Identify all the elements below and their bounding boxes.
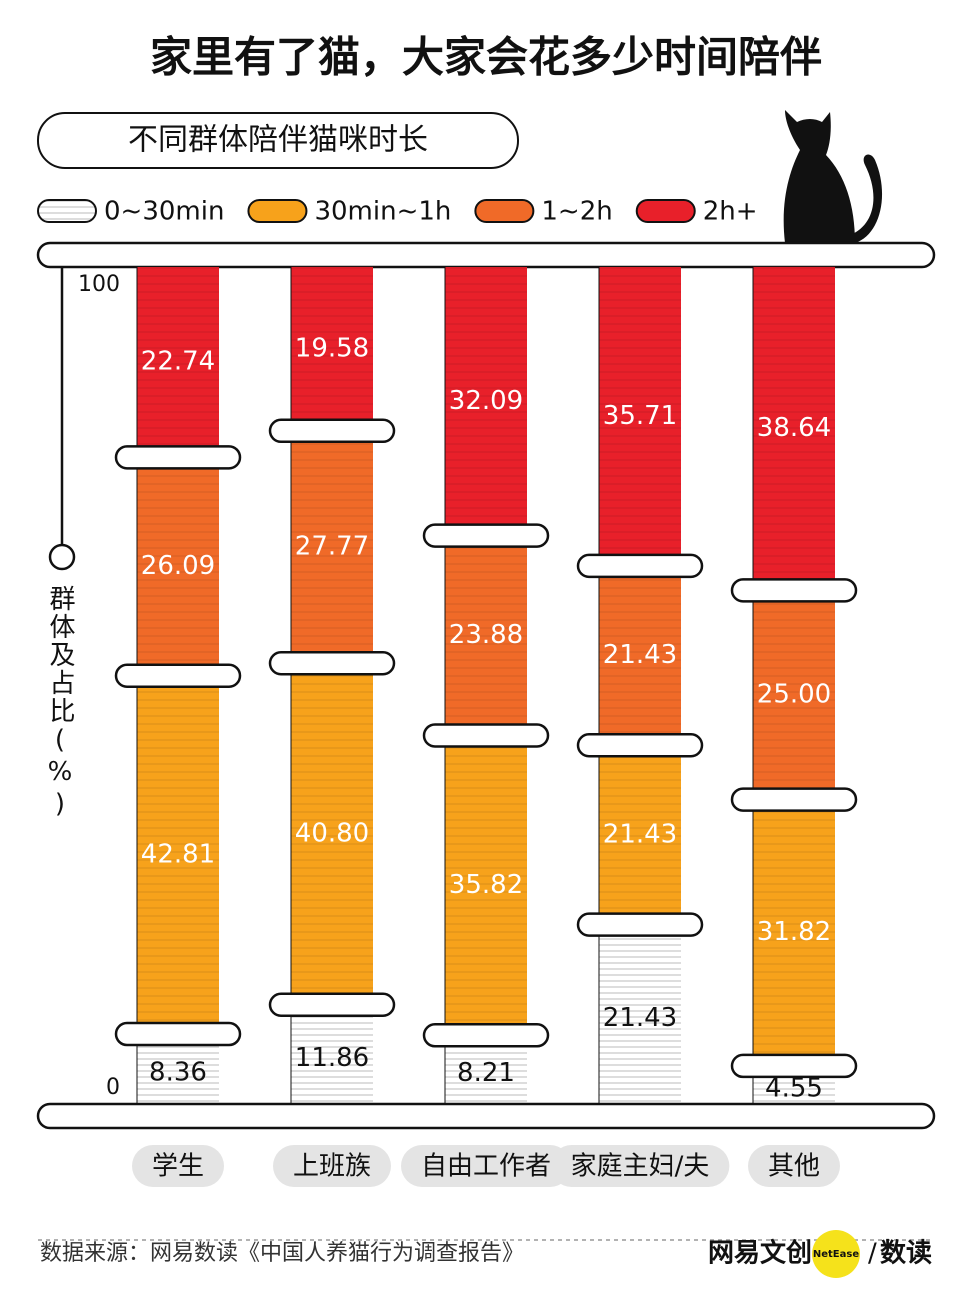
brand-badge: NetEase [813,1249,859,1260]
separator [114,445,242,470]
legend-label: 1~2h [541,197,612,227]
category-pill [272,1145,392,1187]
separator [576,912,704,937]
source: 数据来源：网易数读《中国人养猫行为调查报告》 [40,1241,524,1266]
separator [114,663,242,688]
legend-label: 0~30min [104,197,224,227]
category-pill [550,1145,730,1187]
subtitle-box [37,112,519,169]
separator [730,578,858,603]
value-label: 23.88 [449,620,523,650]
chart-subtitle: 不同群体陪伴猫咪时长 [128,123,428,158]
bar-segment [599,924,681,1104]
value-label: 26.09 [141,551,215,581]
x-tick-label: 其他 [768,1152,820,1182]
bar-texture [753,590,835,800]
bar-texture [291,430,373,664]
separator [114,1021,242,1047]
value-label: 22.74 [141,347,215,377]
y-tick-label: 100 [78,272,120,297]
bar-texture [753,266,835,591]
separator [730,787,858,812]
brand-badge-circle [812,1230,860,1278]
legend-label: 2h+ [703,197,758,227]
value-label: 25.00 [757,679,831,709]
value-label: 19.58 [295,333,369,363]
separator [422,723,550,748]
value-label: 8.21 [457,1058,515,1088]
value-label: 4.55 [765,1073,823,1103]
value-label: 8.36 [149,1058,207,1088]
cat-illustration [783,110,883,243]
value-label: 32.09 [449,386,523,416]
chart-title: 家里有了猫，大家会花多少时间陪伴 [150,33,822,82]
value-label: 35.82 [449,870,523,900]
x-tick-label: 上班族 [293,1152,371,1182]
brand-name: 网易文创 [708,1238,812,1269]
bar-texture [599,745,681,925]
bar-texture [137,267,219,458]
bar-texture [137,675,219,1035]
bar-texture [445,735,527,1036]
bottom-shelf [36,1102,936,1130]
top-shelf [36,241,936,269]
x-tick-label: 自由工作者 [421,1152,551,1182]
bar-texture [445,267,527,536]
category-pill [747,1145,841,1187]
value-label: 21.43 [603,819,677,849]
bar-texture [291,266,373,431]
legend-swatch [474,199,535,223]
legend-swatch [635,199,696,223]
separator [422,1023,550,1048]
bar-texture [753,799,835,1066]
bar-segment [291,1004,373,1104]
value-label: 35.71 [603,401,677,431]
separator [730,1053,858,1079]
value-label: 31.82 [757,917,831,947]
brand-slash: / [868,1239,877,1269]
bar-texture [291,663,373,1005]
bar-texture [445,535,527,736]
separator [576,733,704,758]
category-pill [400,1145,572,1187]
legend-swatch [247,199,308,223]
value-label: 11.86 [295,1043,369,1073]
y-axis-knob [48,543,76,571]
separator [268,992,396,1017]
value-label: 38.64 [757,413,831,443]
separator [422,523,550,548]
x-tick-label: 家庭主妇/夫 [571,1152,710,1182]
bar-texture [137,457,219,676]
separator [576,553,704,579]
value-label: 27.77 [295,532,369,562]
y-tick-label: 0 [106,1075,120,1100]
x-tick-label: 学生 [152,1152,204,1182]
legend-swatch [37,199,97,223]
value-label: 40.80 [295,818,369,848]
bar-texture [599,565,681,746]
separator [268,418,396,444]
separator [268,650,396,676]
category-pill [131,1145,225,1187]
value-label: 21.43 [603,1003,677,1033]
bar-texture [599,267,681,566]
y-axis-label: 群体及占比(%) [45,585,75,821]
value-label: 21.43 [603,640,677,670]
brand-column: 数读 [880,1239,932,1269]
legend-label: 30min~1h [314,197,451,227]
value-label: 42.81 [141,839,215,869]
